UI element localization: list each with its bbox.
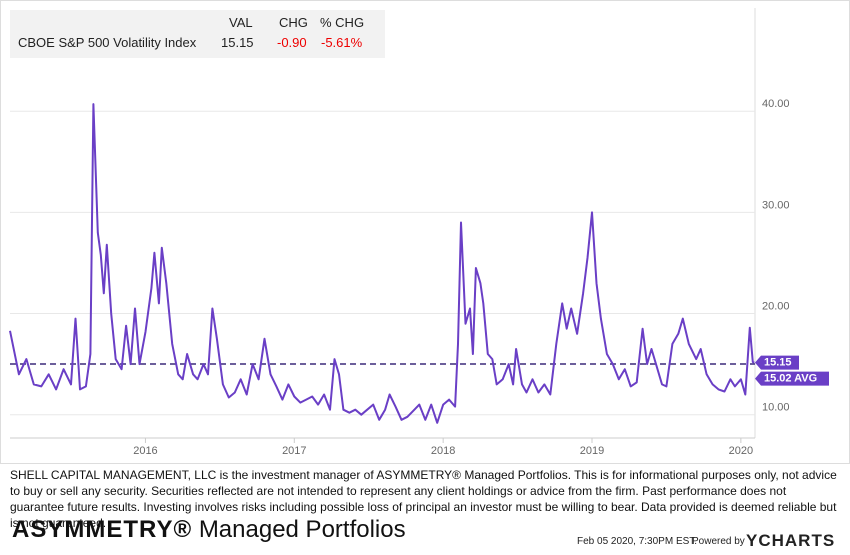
percent-change: -5.61% [321, 35, 363, 50]
value: 15.15 [221, 35, 254, 50]
quote-table: VAL CHG % CHG CBOE S&P 500 Volatility In… [10, 10, 385, 58]
column-header: VAL [229, 15, 253, 30]
disclaimer: SHELL CAPITAL MANAGEMENT, LLC is the inv… [10, 468, 837, 530]
y-tick-label: 40.00 [762, 98, 790, 110]
y-tick-label: 20.00 [762, 300, 790, 312]
chart: 10.00 20.00 30.00 40.00 2016 2017 2018 2019 2020… [9, 8, 829, 457]
powered-by: Powered by [692, 536, 745, 547]
x-tick-label: 2016 [133, 445, 157, 457]
brand-logo: ASYMMETRY® Managed Portfolios [12, 516, 406, 544]
x-tick-label: 2020 [729, 445, 753, 457]
provider-logo: YCHARTS [746, 531, 836, 550]
x-tick-label: 2018 [431, 445, 455, 457]
x-tick-label: 2019 [580, 445, 604, 457]
last-value-label: 15.15 [764, 357, 792, 369]
series-line [9, 103, 755, 424]
y-tick-label: 10.00 [762, 402, 790, 414]
column-header: % CHG [320, 15, 365, 30]
brand: ASYMMETRY® [12, 516, 193, 543]
average-label-box [755, 371, 829, 386]
brand-tail: Managed Portfolios [198, 516, 406, 543]
average-label: 15.02 AVG [764, 373, 817, 385]
y-tick-label: 30.00 [762, 199, 790, 211]
timestamp: Feb 05 2020, 7:30PM EST. [577, 536, 698, 547]
x-tick-label: 2017 [282, 445, 306, 457]
series-name: CBOE S&P 500 Volatility Index [18, 35, 197, 50]
last-value-label-box [755, 355, 799, 370]
change: -0.90 [277, 35, 307, 50]
column-header: CHG [279, 15, 308, 30]
